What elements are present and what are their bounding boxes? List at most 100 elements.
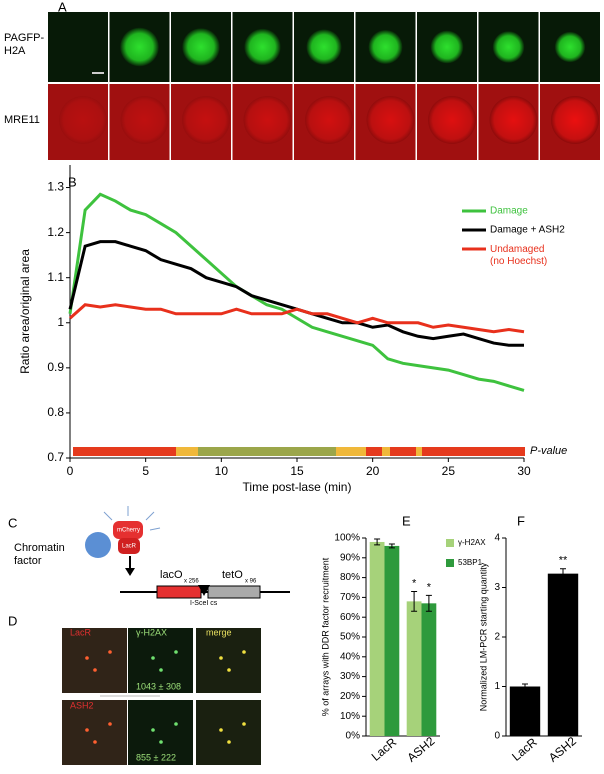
y-tick-label: 30% — [340, 671, 360, 682]
line — [68, 240, 524, 347]
nucleus — [182, 28, 220, 66]
legend-label: γ-H2AX — [458, 538, 486, 547]
y-tick-label: 10% — [340, 711, 360, 722]
label: 855 ± 222 — [136, 752, 176, 762]
y-tick-label: 100% — [334, 533, 360, 544]
line — [69, 303, 525, 334]
micrograph — [196, 700, 261, 765]
micrograph — [62, 700, 127, 765]
error-bar — [560, 568, 566, 580]
label: mCherry — [117, 528, 140, 534]
y-tick-label: 1.3 — [47, 180, 64, 194]
mcherry-shape — [113, 521, 143, 539]
y-tick-label: 60% — [340, 612, 360, 623]
isce-site — [198, 585, 210, 596]
legend-label: 53BP1 — [458, 558, 483, 567]
bar — [369, 541, 385, 736]
y-axis-label: Normalized LM-PCR starting quantity — [478, 562, 488, 711]
focus — [227, 668, 231, 672]
micrograph — [128, 700, 193, 765]
legend-label: Damage — [490, 206, 528, 217]
x-tick-label: 15 — [290, 464, 304, 478]
label: merge — [206, 627, 232, 637]
y-tick-label: 50% — [340, 632, 360, 643]
y-axis-label: % of arrays with DDR factor recruitment — [320, 557, 330, 716]
label: lacO — [160, 569, 183, 581]
label: γ-H2AX — [136, 627, 167, 637]
label: LacR — [122, 544, 137, 550]
y-tick-label: 0.7 — [47, 450, 64, 464]
significance: ** — [559, 555, 568, 567]
label: Chromatin factor — [14, 542, 65, 567]
teto-array — [207, 585, 261, 599]
error-bar — [374, 538, 381, 546]
focus — [151, 656, 155, 660]
y-tick-label: 0.9 — [47, 360, 64, 374]
focus — [108, 722, 112, 726]
nucleus — [120, 96, 169, 144]
laco-array — [156, 585, 202, 599]
bar — [384, 545, 400, 736]
focus — [174, 650, 178, 654]
focus — [93, 740, 97, 744]
y-tick-label: 0% — [346, 731, 361, 742]
x-tick-label: LacR — [369, 735, 400, 764]
significance: * — [412, 577, 417, 589]
x-tick-label: 0 — [67, 464, 74, 478]
y-tick-label: 3 — [494, 582, 500, 593]
lacr-shape — [118, 538, 140, 554]
error-bar — [388, 543, 395, 549]
nucleus — [430, 30, 464, 64]
nucleus — [551, 96, 599, 144]
panel-letter: A — [58, 0, 67, 14]
label: tetO — [222, 569, 243, 581]
error-bar — [425, 594, 432, 612]
bar — [406, 601, 422, 736]
x-tick-label: ASH2 — [404, 734, 437, 765]
y-tick-label: 70% — [340, 592, 360, 603]
panel-letter: C — [8, 515, 17, 530]
x-axis-label: Time post-lase (min) — [243, 480, 352, 494]
nucleus — [492, 31, 525, 63]
factor-shape — [85, 532, 111, 558]
nucleus — [368, 30, 403, 64]
nucleus — [243, 96, 292, 144]
error-bar — [522, 683, 528, 690]
y-tick-label: 40% — [340, 651, 360, 662]
row-label: PAGFP-H2A — [4, 32, 44, 57]
error-bar — [411, 590, 418, 612]
focus — [242, 722, 246, 726]
focus — [159, 668, 163, 672]
y-tick-label: 2 — [494, 632, 500, 643]
x-tick-label: 30 — [517, 464, 531, 478]
y-tick-label: 90% — [340, 552, 360, 563]
legend-swatch — [446, 559, 454, 567]
focus — [85, 656, 89, 660]
micrograph — [196, 628, 261, 693]
y-tick-label: 1.2 — [47, 225, 64, 239]
focus — [219, 728, 223, 732]
label: I-SceI cs — [190, 600, 218, 607]
focus — [159, 740, 163, 744]
panel-letter: B — [68, 174, 77, 189]
nucleus — [366, 96, 415, 144]
micrographs — [62, 628, 261, 765]
micrograph — [62, 628, 127, 693]
label: 1043 ± 308 — [136, 681, 181, 691]
y-tick-label: 20% — [340, 691, 360, 702]
y-tick-label: 80% — [340, 572, 360, 583]
label: x 96 — [245, 579, 257, 585]
focus — [151, 728, 155, 732]
legend-label: Damage + ASH2 — [490, 225, 565, 236]
label: LacR — [70, 627, 92, 637]
bar — [547, 573, 579, 736]
focus — [242, 650, 246, 654]
y-tick-label: 1 — [57, 315, 64, 329]
nucleus — [554, 31, 586, 63]
panel-letter: F — [517, 513, 525, 528]
nucleus — [120, 27, 159, 67]
micrograph — [48, 12, 108, 82]
x-tick-label: LacR — [509, 735, 540, 764]
nucleus — [59, 96, 107, 144]
